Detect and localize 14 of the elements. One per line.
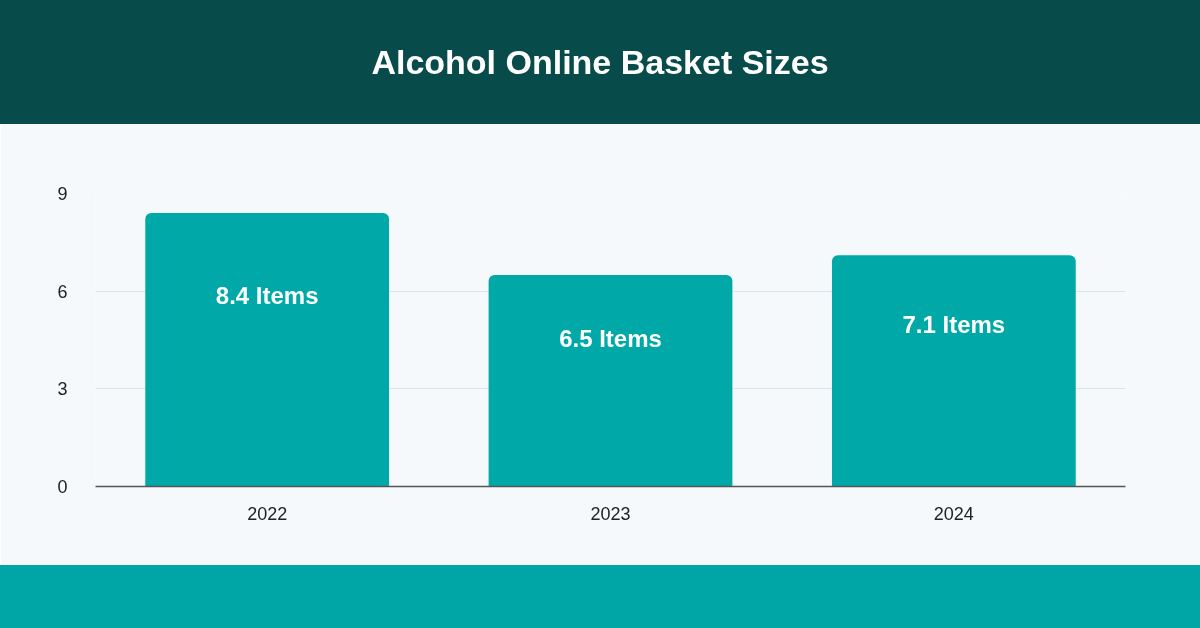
data-label: 6.5 Items [559,324,662,352]
x-tick-label: 2024 [933,503,974,524]
bar [488,274,733,487]
y-tick-label: 6 [57,281,68,302]
x-tick-label: 2022 [247,503,288,524]
bar [145,213,390,487]
y-tick-label: 9 [57,184,68,204]
data-label: 8.4 Items [215,281,319,309]
data-label: 7.1 Items [902,311,1006,339]
chart-title: Alcohol Online Basket Sizes [0,0,1200,124]
x-tick-label: 2023 [590,503,631,524]
y-tick-label: 0 [57,477,68,497]
y-tick-label: 3 [57,379,68,400]
bar [831,255,1076,487]
